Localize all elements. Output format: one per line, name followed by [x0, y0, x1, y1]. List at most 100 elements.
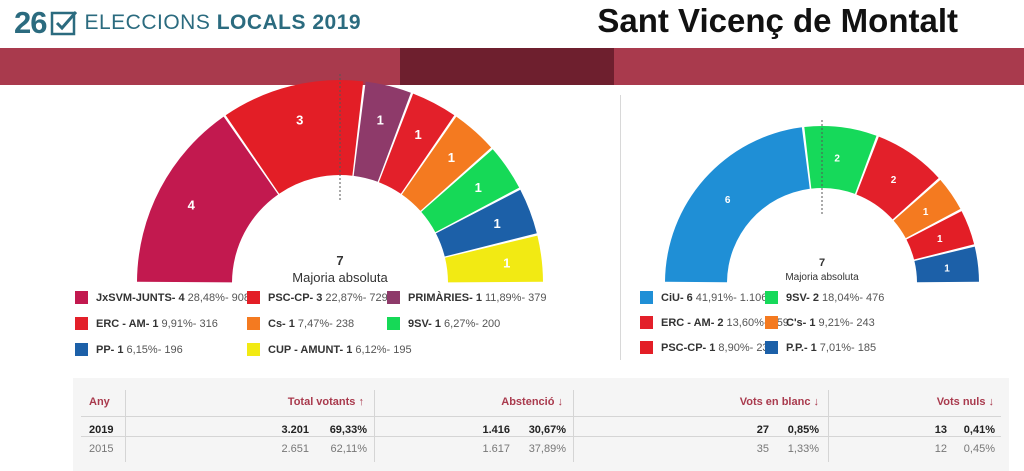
legend-item: C's- 1 9,21%- 243 — [765, 316, 875, 329]
seat-slice-2 — [353, 81, 411, 182]
results-table: Any Total votants ↑ Abstenció ↓ Vots en … — [73, 378, 1009, 471]
legend-stats: 6,12%- 195 — [355, 343, 412, 356]
seat-slice-0 — [137, 116, 279, 283]
legend-swatch — [765, 341, 778, 354]
seats-chart-2019: 4 3 1 1 1 1 1 1 7 Majoria absoluta — [137, 74, 543, 285]
legend-stats: 9,91%- 316 — [161, 317, 218, 330]
logo-text-b: LOCALS 2019 — [216, 11, 362, 34]
legend-item: CiU- 6 41,91%- 1.106 — [640, 291, 767, 304]
legend-stats: 8,90%- 235 — [718, 341, 775, 354]
seat-count-label: 1 — [503, 255, 510, 270]
seat-count-label: 4 — [188, 197, 196, 212]
column-divider — [125, 390, 126, 462]
panel-divider — [620, 95, 621, 360]
legend-stats: 28,48%- 908 — [187, 291, 251, 304]
legend-item: P.P.- 1 7,01%- 185 — [765, 341, 876, 354]
cell-votants: 2.651 — [281, 443, 309, 455]
legend-stats: 11,89%- 379 — [484, 291, 547, 304]
legend-swatch — [75, 343, 88, 356]
cell-nuls: 13 — [934, 424, 947, 436]
cell-abstencio-pct: 30,67% — [528, 424, 566, 436]
logo-text: ELECCIONS LOCALS 2019 — [84, 11, 361, 35]
legend-swatch — [640, 316, 653, 329]
seat-count-label: 1 — [944, 263, 950, 274]
seat-count-label: 1 — [475, 180, 482, 195]
cell-nuls-pct: 0,41% — [963, 424, 995, 436]
ballot-check-icon — [51, 11, 78, 36]
header-abstencio[interactable]: Abstenció ↓ — [501, 396, 563, 408]
seat-count-label: 3 — [296, 112, 303, 127]
majority-label: Majoria absoluta — [292, 270, 388, 285]
legend-item: PP- 1 6,15%- 196 — [75, 343, 183, 356]
legend-item: PSC-CP- 1 8,90%- 235 — [640, 341, 775, 354]
seat-slice-3 — [378, 93, 455, 194]
seat-count-label: 6 — [725, 195, 731, 206]
seat-slice-3 — [893, 179, 961, 239]
legend-item: PSC-CP- 3 22,87%- 729 — [247, 291, 388, 304]
header-any[interactable]: Any — [89, 396, 110, 408]
legend-party: PSC-CP- 1 — [661, 341, 716, 354]
legend-item: PRIMÀRIES- 1 11,89%- 379 — [387, 291, 547, 304]
majority-seats-value: 7 — [819, 257, 825, 269]
cell-blanc-pct: 0,85% — [787, 424, 819, 436]
logo-text-a: ELECCIONS — [84, 11, 217, 34]
seat-count-label: 1 — [414, 127, 421, 142]
legend-stats: 7,47%- 238 — [297, 317, 355, 330]
legend-party: 9SV- 1 — [408, 317, 442, 330]
legend-item: CUP - AMUNT- 1 6,12%- 195 — [247, 343, 412, 356]
legend-swatch — [640, 341, 653, 354]
cell-nuls-pct: 0,45% — [963, 443, 995, 455]
cell-abstencio: 1.617 — [482, 443, 510, 455]
seats-chart-2015: 6 2 2 1 1 1 7 Majoria absoluta — [665, 120, 979, 283]
cell-blanc: 35 — [756, 443, 769, 455]
legend-item: 9SV- 2 18,04%- 476 — [765, 291, 884, 304]
legend-stats: 6,15%- 196 — [126, 343, 183, 356]
seat-slice-4 — [401, 116, 492, 211]
legend-swatch — [247, 343, 260, 356]
legend-party: P.P.- 1 — [786, 341, 817, 354]
cell-any: 2015 — [89, 443, 114, 455]
seat-count-label: 1 — [493, 216, 500, 231]
row-divider — [81, 436, 1001, 437]
legend-party: PP- 1 — [96, 343, 124, 356]
legend-stats: 6,27%- 200 — [444, 317, 501, 330]
seat-slice-7 — [445, 235, 543, 283]
cell-abstencio-pct: 37,89% — [528, 443, 566, 455]
column-divider — [828, 390, 829, 462]
legend-stats: 41,91%- 1.106 — [695, 291, 768, 304]
cell-blanc: 27 — [756, 424, 769, 436]
legend-party: C's- 1 — [786, 316, 816, 329]
seat-slice-2 — [856, 136, 939, 220]
cell-blanc-pct: 1,33% — [787, 443, 819, 455]
legend-swatch — [75, 291, 88, 304]
seat-count-label: 2 — [834, 153, 840, 164]
header-band-active — [400, 48, 614, 85]
seat-count-label: 2 — [891, 175, 897, 186]
majority-label: Majoria absoluta — [785, 272, 859, 283]
seat-slice-1 — [225, 79, 364, 194]
legend-party: ERC - AM- 2 — [661, 316, 724, 329]
legend-swatch — [640, 291, 653, 304]
legend-stats: 22,87%- 729 — [325, 291, 388, 304]
legend-party: CiU- 6 — [661, 291, 693, 304]
seat-slice-5 — [914, 246, 979, 283]
header-vots-blanc[interactable]: Vots en blanc ↓ — [739, 396, 819, 408]
town-title: Sant Vicenç de Montalt — [597, 2, 958, 39]
page-header: 26 ELECCIONS LOCALS 2019 Sant Vicenç de … — [0, 0, 1024, 48]
legend-party: PSC-CP- 3 — [268, 291, 323, 304]
legend-swatch — [765, 291, 778, 304]
header-total-votants[interactable]: Total votants ↑ — [287, 396, 364, 408]
legend-party: ERC - AM- 1 — [96, 317, 159, 330]
seat-slice-5 — [421, 149, 520, 233]
header-vots-nuls[interactable]: Vots nuls ↓ — [936, 396, 994, 408]
legend-swatch — [387, 291, 400, 304]
column-divider — [573, 390, 574, 462]
logo-number: 26 — [14, 5, 47, 40]
legend-party: 9SV- 2 — [786, 291, 820, 304]
legend-stats: 18,04%- 476 — [822, 291, 885, 304]
elections-logo: 26 ELECCIONS LOCALS 2019 — [14, 5, 361, 41]
legend-stats: 7,01%- 185 — [819, 341, 877, 354]
legend-swatch — [75, 317, 88, 330]
cell-votants: 3.201 — [281, 424, 309, 436]
legend-item: Cs- 1 7,47%- 238 — [247, 317, 354, 330]
